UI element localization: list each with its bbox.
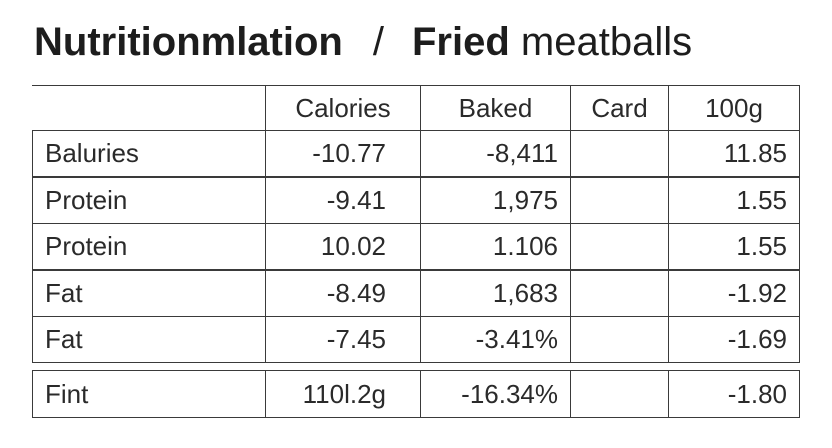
title-rest: meatballs: [520, 20, 693, 64]
cell-value: [570, 130, 669, 177]
cell-value: -8,411: [420, 130, 571, 177]
row-label: Fint: [32, 370, 266, 418]
title-bold: Fried: [411, 20, 510, 64]
cell-value: -10.77: [265, 130, 421, 177]
cell-value: -7.45: [265, 316, 421, 363]
header-cell: Card: [570, 85, 669, 131]
cell-value: [570, 316, 669, 363]
header-cell: Calories: [265, 85, 421, 131]
cell-value: -8.49: [265, 270, 421, 317]
cell-value: -1.80: [668, 370, 800, 418]
cell-value: 11.85: [668, 130, 800, 177]
row-label: Protein: [32, 223, 266, 270]
cell-value: -1.69: [668, 316, 800, 363]
cell-value: [570, 370, 669, 418]
row-label: Protein: [32, 177, 266, 224]
title-separator: /: [372, 20, 384, 64]
cell-value: [570, 270, 669, 317]
cell-value: 1,683: [420, 270, 571, 317]
cell-value: -3.41%: [420, 316, 571, 363]
cell-value: 110l.2g: [265, 370, 421, 418]
cell-value: 1.106: [420, 223, 571, 270]
header-cell: 100g: [668, 85, 800, 131]
cell-value: -16.34%: [420, 370, 571, 418]
title-bold: Nutritionmlation: [34, 20, 343, 64]
cell-value: [570, 223, 669, 270]
cell-value: -9.41: [265, 177, 421, 224]
title: Nutritionmlation / Fried meatballs: [34, 20, 692, 65]
cell-value: 1,975: [420, 177, 571, 224]
row-label: Fat: [32, 270, 266, 317]
cell-value: 10.02: [265, 223, 421, 270]
row-label: Fat: [32, 316, 266, 363]
row-label: Baluries: [32, 130, 266, 177]
cell-value: 1.55: [668, 177, 800, 224]
cell-value: -1.92: [668, 270, 800, 317]
header-cell: Baked: [420, 85, 571, 131]
cell-value: [570, 177, 669, 224]
cell-value: 1.55: [668, 223, 800, 270]
table-top-border: [32, 85, 266, 86]
